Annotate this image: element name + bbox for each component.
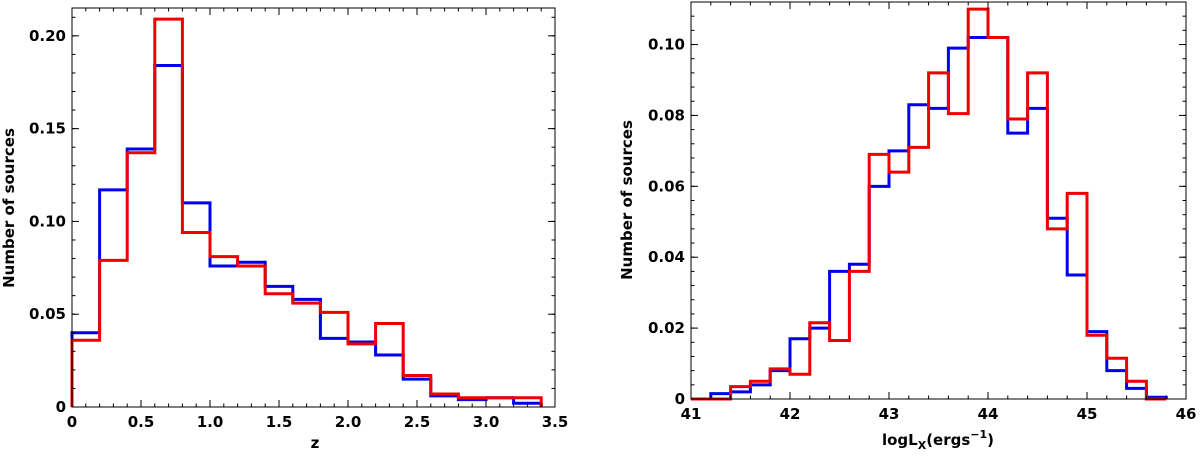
left-y-tick-label: 0 xyxy=(56,398,66,416)
right-y-tick-label: 0.04 xyxy=(648,248,685,266)
right-x-tick-label: 44 xyxy=(978,405,999,423)
right-x-tick-label: 42 xyxy=(780,405,801,423)
left-x-axis-label: z xyxy=(311,434,320,452)
left-series-blue xyxy=(70,64,543,407)
xlabel-sup: −1 xyxy=(970,428,987,441)
xlabel-close: ) xyxy=(987,431,994,449)
left-x-tick-label: 2.5 xyxy=(404,413,431,431)
right-y-tick-label: 0.06 xyxy=(648,177,685,195)
xlabel-paren: (ergs xyxy=(926,431,970,449)
right-y-tick-label: 0.02 xyxy=(648,319,685,337)
xlabel-main: logL xyxy=(882,431,918,449)
left-x-tick-label: 0.5 xyxy=(128,413,155,431)
left-x-tick-label: 1.0 xyxy=(197,413,224,431)
right-series-red xyxy=(691,7,1167,401)
right-x-tick-label: 43 xyxy=(879,405,900,423)
left-x-tick-label: 0 xyxy=(67,413,77,431)
left-x-tick-label: 1.5 xyxy=(266,413,293,431)
left-plot-frame xyxy=(71,7,556,408)
right-plot-frame xyxy=(690,1,1187,400)
right-x-axis-label: logLX(ergs−1) xyxy=(882,428,994,452)
right-y-axis-label: Number of sources xyxy=(618,120,636,280)
left-y-tick-label: 0.10 xyxy=(29,212,66,230)
right-chart: Number of sources logLX(ergs−1) 41 42 43 44… xyxy=(618,1,1197,452)
left-y-tick-label: 0.20 xyxy=(29,27,66,45)
right-y-tick-label: 0.08 xyxy=(648,106,685,124)
left-y-tick-label: 0.05 xyxy=(29,305,66,323)
left-y-axis-label: Number of sources xyxy=(0,128,18,288)
left-x-tick-label: 2.0 xyxy=(335,413,362,431)
left-series-red xyxy=(70,17,543,407)
xlabel-sub: X xyxy=(918,439,927,452)
right-y-tick-label: 0 xyxy=(675,390,685,408)
right-x-tick-label: 46 xyxy=(1176,405,1197,423)
left-x-tick-label: 3.0 xyxy=(473,413,500,431)
right-x-tick-label: 41 xyxy=(681,405,702,423)
right-x-tick-label: 45 xyxy=(1077,405,1098,423)
left-x-tick-label: 3.5 xyxy=(542,413,569,431)
right-y-tick-label: 0.10 xyxy=(648,36,685,54)
left-chart: Number of sources z 0 0.5 1.0 1.5 2.0 2.5 3.0 3… xyxy=(0,7,569,452)
left-y-tick-label: 0.15 xyxy=(29,120,66,138)
